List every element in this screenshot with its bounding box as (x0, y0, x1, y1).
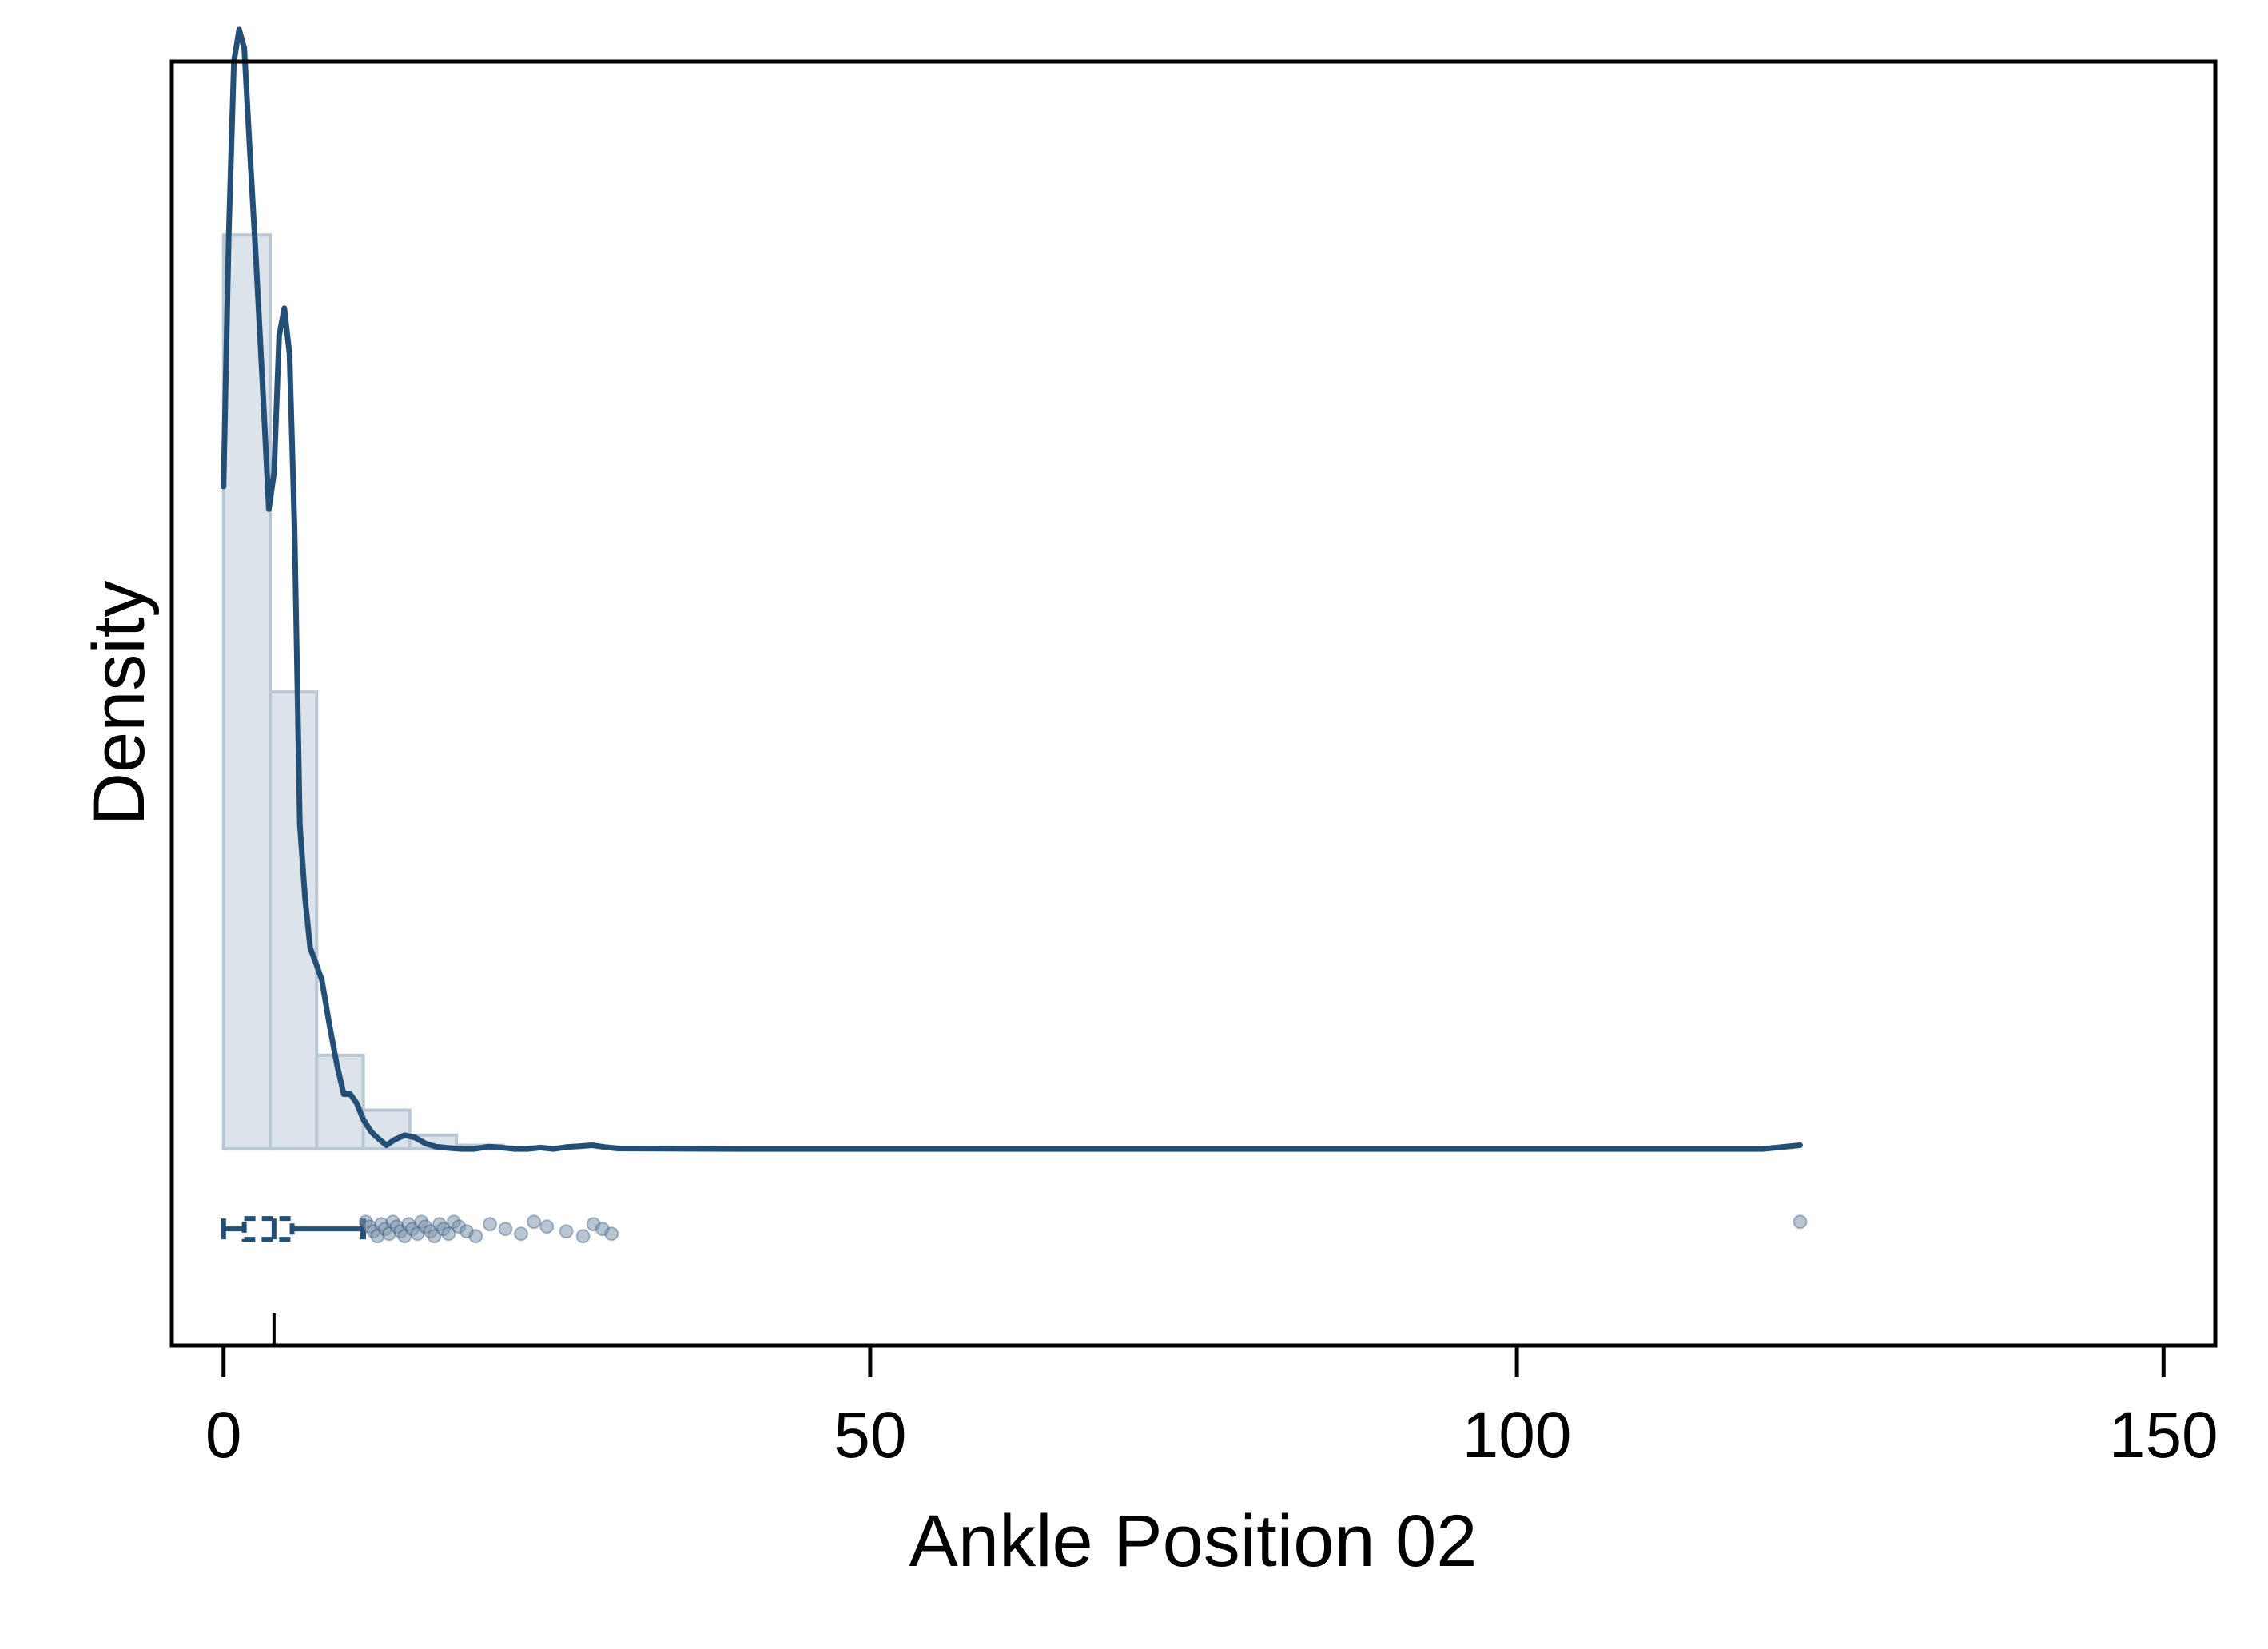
kde-line (221, 26, 1803, 1152)
x-tick-label-2: 100 (1462, 1399, 1572, 1472)
y-axis-title: Density (78, 581, 160, 826)
boxplot-outlier-25 (483, 1217, 498, 1232)
x-tick-label-0: 0 (205, 1399, 242, 1472)
boxplot-outlier-30 (559, 1224, 574, 1239)
boxplot-outlier-28 (527, 1214, 542, 1230)
boxplot-outlier-27 (514, 1226, 528, 1242)
boxplot-outlier-17 (427, 1229, 442, 1244)
kde-line-layer (221, 26, 1803, 1152)
boxplot (221, 1214, 1808, 1345)
boxplot-outlier-29 (539, 1219, 555, 1234)
boxplot-outlier-24 (468, 1229, 483, 1244)
boxplot-outlier-20 (441, 1226, 456, 1242)
x-axis-title: Ankle Position 02 (909, 1500, 1478, 1582)
boxplot-outlier-26 (498, 1222, 513, 1237)
x-tick-label-1: 50 (834, 1399, 906, 1472)
plot-area (172, 62, 2215, 1345)
x-axis: 0 50 100 150 (205, 1345, 2218, 1472)
x-tick-label-3: 150 (2109, 1399, 2218, 1472)
boxplot-outlier-35 (1793, 1214, 1808, 1230)
boxplot-outlier-31 (575, 1229, 591, 1244)
plot-frame (169, 59, 2218, 1348)
boxplot-outlier-34 (604, 1226, 619, 1242)
boxplot-box (241, 1216, 295, 1242)
